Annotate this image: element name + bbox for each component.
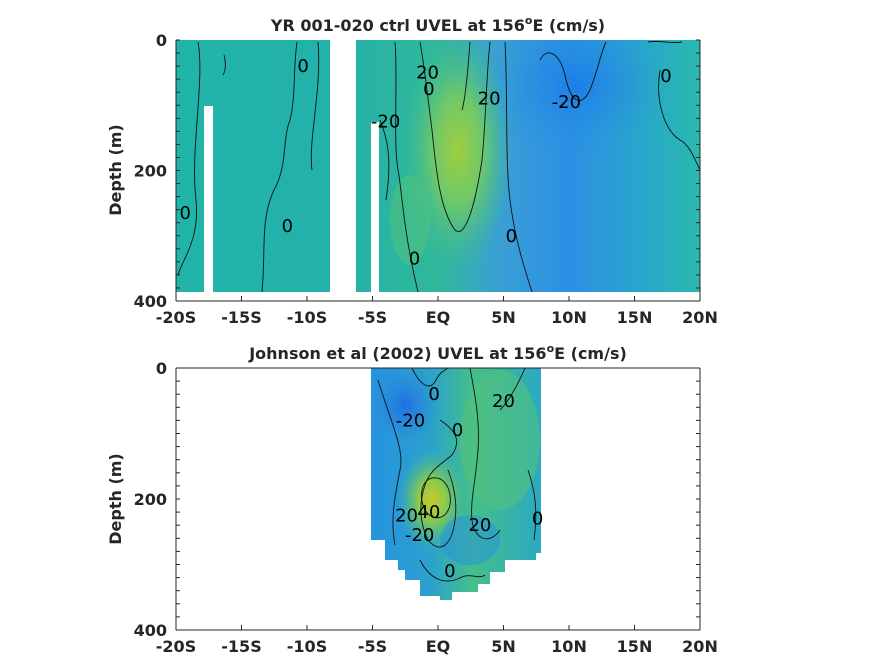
contour-label: 20: [468, 515, 491, 536]
contour-label: 0: [660, 66, 671, 87]
bottom-x-tick-labels: -20S -15S -10S -5S EQ 5N 10N 15N 20N: [156, 637, 718, 656]
contour-label: 0: [428, 384, 439, 405]
contour-label: 0: [423, 79, 434, 100]
x-tick-label: 10N: [551, 637, 587, 656]
top-y-axis-label: Depth (m): [106, 124, 125, 216]
contour-label: 0: [179, 203, 190, 224]
contour-label: -20: [396, 410, 425, 431]
contour-label: 0: [452, 420, 463, 441]
x-tick-label: 15N: [617, 308, 653, 327]
contour-label: -20: [405, 525, 434, 546]
x-tick-label: -15S: [221, 637, 261, 656]
top-velocity-field: [176, 10, 700, 292]
x-tick-label: EQ: [426, 637, 451, 656]
y-tick-label: 400: [134, 292, 167, 311]
y-tick-label: 0: [156, 359, 167, 378]
contour-label: 20: [492, 391, 515, 412]
x-tick-label: 5N: [491, 308, 516, 327]
contour-label: 0: [506, 226, 517, 247]
contour-label: 0: [409, 249, 420, 270]
x-tick-label: 15N: [617, 637, 653, 656]
x-tick-label: -5S: [358, 308, 387, 327]
y-tick-label: 400: [134, 621, 167, 640]
contour-label: 0: [444, 561, 455, 582]
x-tick-label: 10N: [551, 308, 587, 327]
x-tick-label: EQ: [426, 308, 451, 327]
contour-label: -20: [371, 112, 400, 133]
x-tick-label: -15S: [221, 308, 261, 327]
x-tick-label: 20N: [682, 308, 718, 327]
top-x-tick-labels: -20S -15S -10S -5S EQ 5N 10N 15N 20N: [156, 308, 718, 327]
x-tick-label: 5N: [491, 637, 516, 656]
top-panel: YR 001-020 ctrl UVEL at 156oE (cm/s) 0 20…: [106, 10, 718, 327]
contour-label: -20: [552, 92, 581, 113]
contour-label: 0: [282, 216, 293, 237]
y-tick-label: 200: [134, 490, 167, 509]
x-tick-label: -5S: [358, 637, 387, 656]
bottom-y-tick-labels: 0 200 400: [134, 359, 167, 640]
y-tick-label: 0: [156, 31, 167, 50]
top-panel-title: YR 001-020 ctrl UVEL at 156oE (cm/s): [270, 14, 605, 35]
y-tick-label: 200: [134, 162, 167, 181]
x-tick-label: 20N: [682, 637, 718, 656]
contour-label: 0: [297, 56, 308, 77]
x-tick-label: -10S: [287, 308, 327, 327]
contour-label: 0: [532, 509, 543, 530]
figure: YR 001-020 ctrl UVEL at 156oE (cm/s) 0 20…: [0, 0, 875, 656]
bottom-panel-title: Johnson et al (2002) UVEL at 156oE (cm/s…: [248, 342, 627, 363]
bottom-panel: Johnson et al (2002) UVEL at 156oE (cm/s…: [106, 342, 718, 656]
contour-label: 20: [478, 89, 501, 110]
contour-label: 40: [417, 502, 440, 523]
bottom-y-axis-label: Depth (m): [106, 453, 125, 545]
x-tick-label: -10S: [287, 637, 327, 656]
contour-label: 20: [395, 505, 418, 526]
top-y-tick-labels: 0 200 400: [134, 31, 167, 311]
